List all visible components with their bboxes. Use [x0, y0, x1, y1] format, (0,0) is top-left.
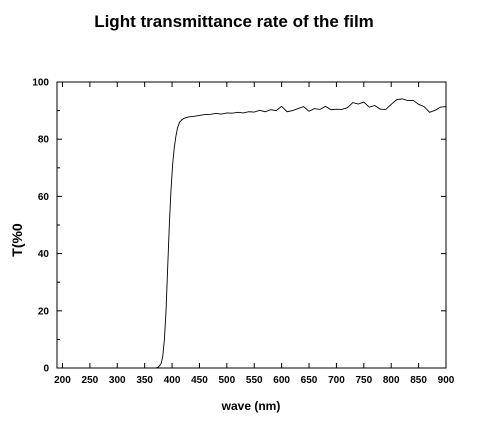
x-tick-label: 400 — [164, 375, 181, 386]
x-tick-label: 750 — [355, 375, 372, 386]
x-axis-label: wave (nm) — [221, 399, 281, 413]
x-tick-label: 200 — [54, 375, 71, 386]
y-axis-label: T(%0 — [9, 223, 25, 257]
x-tick-label: 900 — [438, 375, 455, 386]
y-tick-label: 60 — [38, 192, 50, 203]
x-tick-label: 650 — [301, 375, 318, 386]
x-tick-label: 300 — [109, 375, 126, 386]
x-tick-label: 350 — [136, 375, 153, 386]
x-tick-label: 500 — [219, 375, 236, 386]
y-tick-label: 40 — [38, 249, 50, 260]
plot-frame — [56, 81, 447, 369]
x-tick-label: 250 — [82, 375, 99, 386]
chart-title: Light transmittance rate of the film — [94, 12, 374, 31]
y-tick-label: 80 — [38, 135, 50, 146]
y-tick-label: 100 — [32, 78, 49, 89]
x-tick-label: 800 — [383, 375, 400, 386]
x-tick-label: 850 — [410, 375, 427, 386]
y-tick-label: 20 — [38, 306, 50, 317]
x-axis-ticks: 200 250 300 350 400 450 500 550 600 650 700 750 800 8… — [54, 82, 455, 386]
x-tick-label: 600 — [273, 375, 290, 386]
x-tick-label: 450 — [191, 375, 208, 386]
y-tick-label: 0 — [43, 364, 49, 375]
x-tick-label: 700 — [328, 375, 345, 386]
series-line — [57, 98, 447, 369]
y-axis-ticks: 0 20 40 60 80 100 — [32, 78, 446, 375]
x-tick-label: 550 — [246, 375, 263, 386]
